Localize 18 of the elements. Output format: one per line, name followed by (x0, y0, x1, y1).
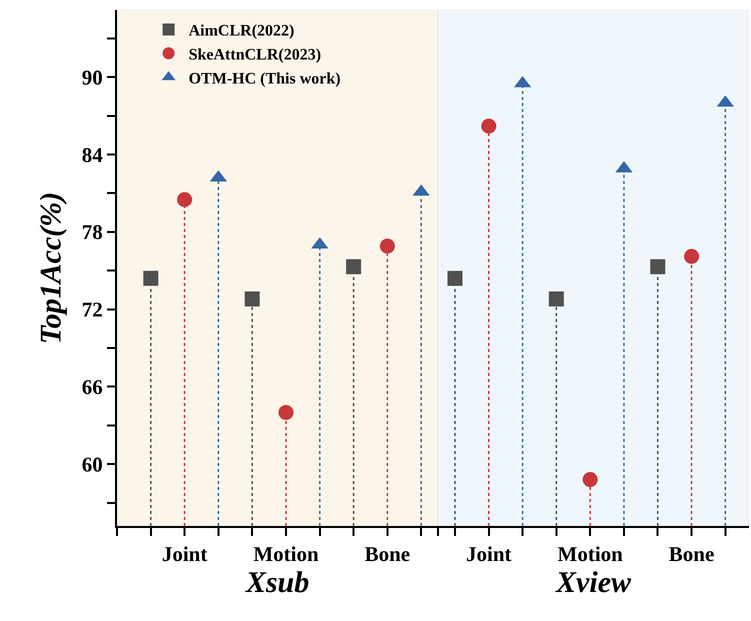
y-tick-label: 90 (82, 65, 103, 90)
x-tick-label: Joint (466, 542, 512, 566)
y-tick-label: 78 (82, 220, 103, 244)
legend-label: AimCLR(2022) (188, 22, 294, 40)
x-axis-title: Xsub (244, 566, 310, 600)
y-axis-title: Top1Acc(%) (34, 192, 68, 344)
x-tick-label: Joint (162, 542, 208, 566)
y-tick-label: 60 (82, 452, 103, 476)
y-tick-label: 84 (82, 142, 104, 167)
x-axis-title: Xview (555, 566, 632, 600)
legend-label: SkeAttnCLR(2023) (188, 46, 322, 64)
x-tick-label: Motion (253, 542, 319, 566)
legend-label: OTM-HC (This work) (188, 70, 341, 88)
y-tick-label: 72 (82, 298, 103, 322)
x-tick-label: Bone (668, 542, 714, 566)
x-tick-label: Motion (557, 542, 624, 566)
x-tick-label: Bone (364, 542, 410, 566)
y-tick-label: 66 (82, 375, 103, 400)
